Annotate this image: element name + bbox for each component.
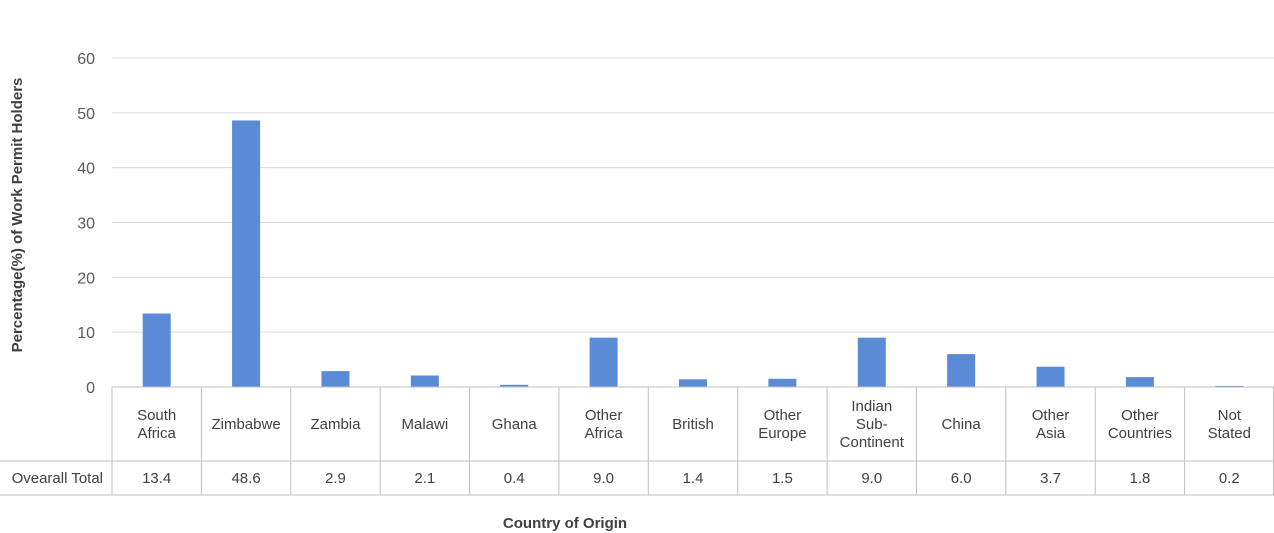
x-category-label: Other Asia <box>1032 407 1070 442</box>
x-axis-title: Country of Origin <box>503 515 627 532</box>
bar <box>500 384 529 387</box>
data-table: South Africa Zimbabwe Zambia Malawi Ghana Othe… <box>0 386 1274 496</box>
y-axis-ticks: 0 10 20 30 40 50 60 <box>77 51 95 397</box>
bar <box>947 354 976 387</box>
table-value: 0.2 <box>1219 470 1240 487</box>
y-tick-label: 10 <box>77 325 95 342</box>
y-tick-label: 40 <box>77 161 95 178</box>
x-category-label: Not Stated <box>1208 407 1251 442</box>
x-category-label: Zimbabwe <box>211 416 280 433</box>
x-category-label: China <box>942 416 982 433</box>
table-value: 1.4 <box>683 470 704 487</box>
x-category-label: Other Countries <box>1108 407 1172 442</box>
x-category-label: Zambia <box>310 416 361 433</box>
y-tick-label: 20 <box>77 270 95 287</box>
bar <box>232 120 261 387</box>
table-value: 48.6 <box>231 470 260 487</box>
bar <box>1125 377 1154 387</box>
y-tick-label: 30 <box>77 216 95 233</box>
table-value: 3.7 <box>1040 470 1061 487</box>
x-category-label: Other Africa <box>584 407 623 442</box>
bar <box>679 379 707 387</box>
bar <box>321 371 350 387</box>
y-tick-label: 60 <box>77 51 95 68</box>
table-value: 13.4 <box>142 470 171 487</box>
bar <box>1215 385 1244 387</box>
y-tick-label: 0 <box>86 380 95 397</box>
table-value: 2.9 <box>325 470 346 487</box>
bar <box>768 378 797 387</box>
x-category-label: South Africa <box>137 407 176 442</box>
x-category-label: Indian Sub-Continent <box>840 398 905 451</box>
bars <box>142 120 1244 387</box>
table-value: 9.0 <box>861 470 882 487</box>
bar <box>589 337 618 387</box>
x-category-label: Ghana <box>492 416 538 433</box>
y-tick-label: 50 <box>77 106 95 123</box>
bar <box>142 313 171 387</box>
x-category-label: Malawi <box>402 416 449 433</box>
x-category-label: Other Europe <box>758 407 806 442</box>
table-series-label: Ovearall Total <box>12 470 103 487</box>
table-value: 9.0 <box>593 470 614 487</box>
gridlines <box>112 57 1274 388</box>
table-value: 1.8 <box>1129 470 1150 487</box>
table-value: 0.4 <box>504 470 525 487</box>
table-value: 1.5 <box>772 470 793 487</box>
table-value: 6.0 <box>951 470 972 487</box>
bar <box>410 375 439 387</box>
table-value: 2.1 <box>414 470 435 487</box>
y-axis-title: Percentage(%) of Work Permit Holders <box>9 78 26 353</box>
bar <box>857 337 886 387</box>
x-category-label: British <box>672 416 714 433</box>
bar <box>1036 366 1065 387</box>
